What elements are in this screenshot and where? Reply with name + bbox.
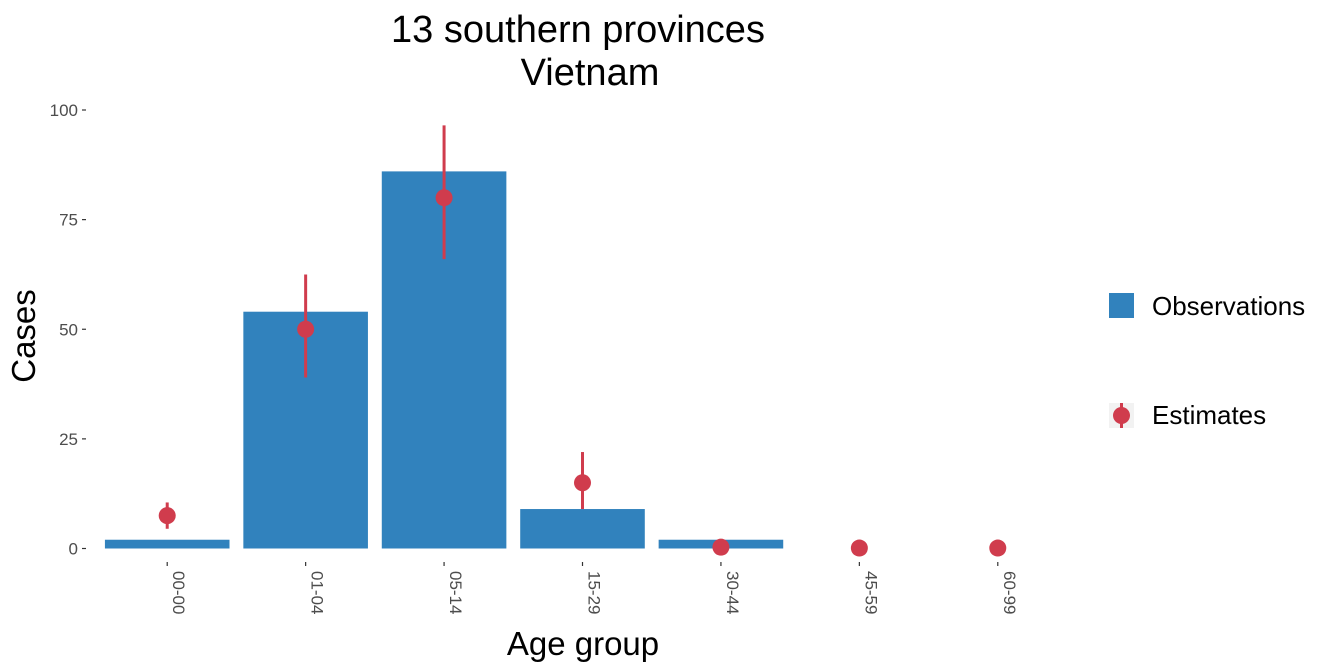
bar-15-29	[520, 509, 645, 549]
estimate-point-45-59	[850, 539, 868, 557]
x-tick-label-05-14: 05-14	[446, 571, 465, 614]
x-axis-title: Age group	[507, 625, 659, 662]
chart-title-line-2: Vietnam	[521, 52, 660, 94]
x-tick-label-15-29: 15-29	[585, 571, 604, 614]
x-axis: 00-00 01-04 05-14 15-29 30-44 45-59 60-99	[166, 562, 1019, 614]
y-tick-label-50: 50	[59, 320, 78, 339]
estimates-layer	[158, 125, 1007, 557]
y-tick-label-25: 25	[59, 430, 78, 449]
estimate-point-15-29	[574, 474, 591, 492]
x-tick-label-30-44: 30-44	[723, 571, 742, 614]
y-axis: 0 25 50 75 100	[50, 101, 86, 559]
x-tick-label-45-59: 45-59	[861, 571, 880, 614]
y-axis-title: Cases	[5, 289, 42, 383]
chart-title-line-1: 13 southern provinces	[391, 9, 765, 51]
estimate-point-05-14	[435, 189, 453, 207]
bar-00-00	[104, 539, 230, 549]
y-tick-label-0: 0	[69, 540, 78, 559]
estimate-point-01-04	[297, 320, 315, 338]
legend-key-estimates-point	[1113, 407, 1130, 424]
x-tick-label-00-00: 00-00	[169, 571, 188, 614]
estimate-point-00-00	[158, 507, 176, 525]
estimate-point-60-99	[989, 539, 1007, 557]
x-tick-label-60-99: 60-99	[1000, 571, 1019, 614]
chart-title: 13 southern provinces Vietnam	[391, 9, 765, 94]
legend-key-observations	[1109, 293, 1134, 318]
x-tick-label-01-04: 01-04	[308, 571, 327, 614]
y-tick-label-100: 100	[50, 101, 78, 120]
legend-label-observations: Observations	[1152, 291, 1305, 321]
y-tick-label-75: 75	[59, 211, 78, 230]
estimate-point-30-44	[712, 538, 730, 556]
legend: Observations Estimates	[1109, 291, 1305, 430]
legend-label-estimates: Estimates	[1152, 400, 1266, 430]
